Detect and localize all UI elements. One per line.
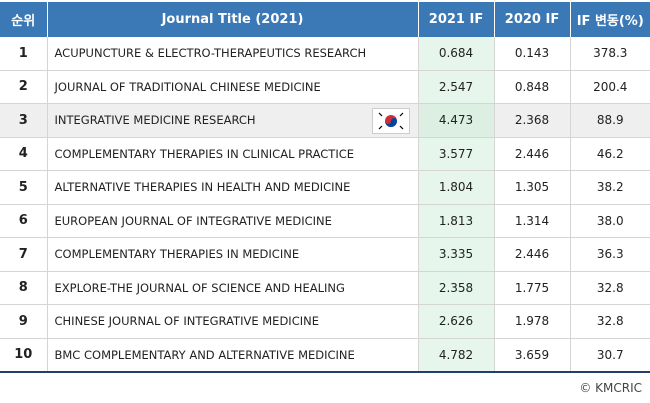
- header-cell: IF 변동(%): [569, 2, 650, 37]
- if-2020: 2.446: [493, 137, 570, 171]
- header-cell: Journal Title (2021): [46, 2, 418, 37]
- if-2021: 2.626: [417, 304, 494, 339]
- rank: 3: [0, 103, 47, 138]
- if-2021: 4.473: [417, 103, 494, 138]
- if-2020: 1.978: [493, 304, 570, 339]
- korea-flag-icon: [372, 108, 410, 134]
- if-2020: 2.446: [493, 237, 570, 272]
- table-row: 7 COMPLEMENTARY THERAPIES IN MEDICINE 3.33…: [0, 237, 650, 272]
- journal-title: ACUPUNCTURE & ELECTRO-THERAPEUTICS RESEA…: [46, 37, 418, 71]
- journal-title: COMPLEMENTARY THERAPIES IN CLINICAL PRAC…: [46, 137, 418, 171]
- rank: 6: [0, 204, 47, 238]
- if-2021: 3.577: [417, 137, 494, 171]
- journal-title: JOURNAL OF TRADITIONAL CHINESE MEDICINE: [46, 70, 418, 104]
- if-change: 378.3: [569, 37, 650, 71]
- if-2021: 3.335: [417, 237, 494, 272]
- table-row: 4 COMPLEMENTARY THERAPIES IN CLINICAL PRA…: [0, 137, 650, 171]
- if-2020: 3.659: [493, 338, 570, 373]
- if-2020: 2.368: [493, 103, 570, 138]
- journal-title: ALTERNATIVE THERAPIES IN HEALTH AND MEDI…: [46, 170, 418, 205]
- if-2021: 2.358: [417, 271, 494, 305]
- rank: 8: [0, 271, 47, 305]
- if-2021: 0.684: [417, 37, 494, 71]
- table-row: 2 JOURNAL OF TRADITIONAL CHINESE MEDICINE…: [0, 70, 650, 104]
- table-row: 1 ACUPUNCTURE & ELECTRO-THERAPEUTICS RESE…: [0, 37, 650, 71]
- rank: 2: [0, 70, 47, 104]
- header-cell: 순위: [0, 2, 47, 37]
- table-row: 10 BMC COMPLEMENTARY AND ALTERNATIVE MEDI…: [0, 338, 650, 373]
- if-2021: 2.547: [417, 70, 494, 104]
- if-change: 32.8: [569, 304, 650, 339]
- if-2020: 1.775: [493, 271, 570, 305]
- table-row: 3 INTEGRATIVE MEDICINE RESEARCH 4.473 2.368…: [0, 103, 650, 138]
- header-cell: 2021 IF: [417, 2, 494, 37]
- if-2021: 4.782: [417, 338, 494, 373]
- journal-title: INTEGRATIVE MEDICINE RESEARCH: [46, 103, 418, 138]
- journal-title: EXPLORE-THE JOURNAL OF SCIENCE AND HEALI…: [46, 271, 418, 305]
- if-change: 88.9: [569, 103, 650, 138]
- table-row: 5 ALTERNATIVE THERAPIES IN HEALTH AND MED…: [0, 170, 650, 205]
- if-2020: 0.143: [493, 37, 570, 71]
- table-row: 9 CHINESE JOURNAL OF INTEGRATIVE MEDICINE…: [0, 304, 650, 339]
- if-2020: 1.305: [493, 170, 570, 205]
- rank: 9: [0, 304, 47, 339]
- if-2021: 1.804: [417, 170, 494, 205]
- journal-title: EUROPEAN JOURNAL OF INTEGRATIVE MEDICINE: [46, 204, 418, 238]
- table-row: 8 EXPLORE-THE JOURNAL OF SCIENCE AND HEAL…: [0, 271, 650, 305]
- if-change: 200.4: [569, 70, 650, 104]
- if-change: 36.3: [569, 237, 650, 272]
- if-2020: 1.314: [493, 204, 570, 238]
- if-change: 38.0: [569, 204, 650, 238]
- rank: 7: [0, 237, 47, 272]
- copyright: © KMCRIC: [579, 381, 642, 395]
- rank: 5: [0, 170, 47, 205]
- table-row: 6 EUROPEAN JOURNAL OF INTEGRATIVE MEDICIN…: [0, 204, 650, 238]
- journal-title: CHINESE JOURNAL OF INTEGRATIVE MEDICINE: [46, 304, 418, 339]
- rank: 1: [0, 37, 47, 71]
- ranking-table: 순위 Journal Title (2021) 2021 IF 2020 IF IF 변…: [0, 2, 650, 373]
- if-2021: 1.813: [417, 204, 494, 238]
- journal-title: BMC COMPLEMENTARY AND ALTERNATIVE MEDICI…: [46, 338, 418, 373]
- rank: 10: [0, 338, 47, 373]
- if-change: 46.2: [569, 137, 650, 171]
- rank: 4: [0, 137, 47, 171]
- if-change: 32.8: [569, 271, 650, 305]
- if-change: 30.7: [569, 338, 650, 373]
- if-change: 38.2: [569, 170, 650, 205]
- header-row: 순위 Journal Title (2021) 2021 IF 2020 IF IF 변…: [0, 2, 650, 37]
- journal-title: COMPLEMENTARY THERAPIES IN MEDICINE: [46, 237, 418, 272]
- if-2020: 0.848: [493, 70, 570, 104]
- header-cell: 2020 IF: [493, 2, 570, 37]
- table-body: 1 ACUPUNCTURE & ELECTRO-THERAPEUTICS RESE…: [0, 37, 650, 373]
